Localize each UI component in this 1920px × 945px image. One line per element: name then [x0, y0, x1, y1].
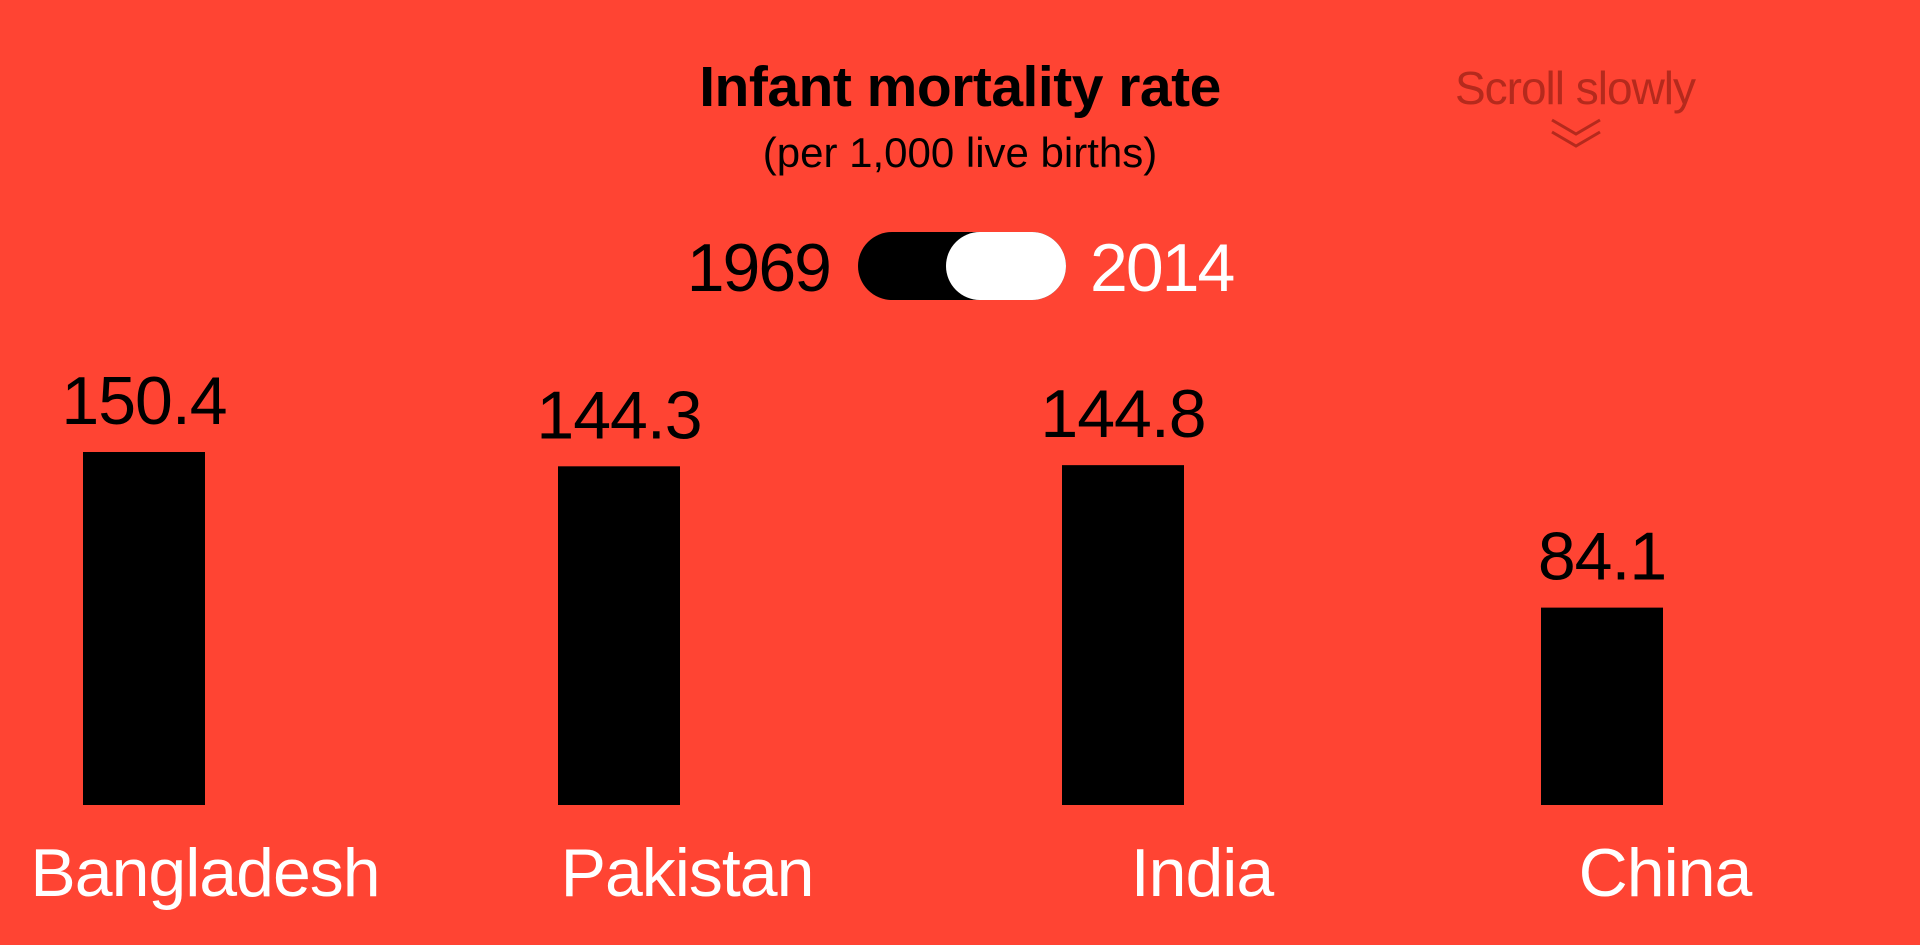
year-toggle-knob[interactable]	[946, 232, 1066, 300]
bar-bangladesh	[83, 452, 205, 805]
value-label-india: 144.8	[1040, 376, 1205, 452]
year-1969-label[interactable]: 1969	[686, 230, 832, 306]
bar-india	[1062, 465, 1184, 805]
chart-subtitle: (per 1,000 live births)	[762, 129, 1158, 176]
scroll-hint-label: Scroll slowly	[1454, 62, 1696, 114]
year-toggle-switch[interactable]	[858, 232, 1066, 300]
category-label-china: China	[1579, 835, 1753, 911]
value-label-bangladesh: 150.4	[61, 363, 226, 439]
value-label-china: 84.1	[1538, 519, 1666, 595]
category-label-india: India	[1131, 835, 1275, 911]
year-2014-label[interactable]: 2014	[1090, 230, 1235, 306]
chart-title: Infant mortality rate	[699, 55, 1221, 119]
bar-china	[1541, 607, 1663, 805]
category-label-bangladesh: Bangladesh	[30, 835, 379, 911]
bar-pakistan	[558, 466, 680, 805]
chart-header: Infant mortality rate (per 1,000 live bi…	[660, 52, 1260, 178]
category-label-pakistan: Pakistan	[561, 835, 814, 911]
double-chevron-down-icon	[1551, 118, 1601, 148]
value-label-pakistan: 144.3	[536, 377, 701, 453]
